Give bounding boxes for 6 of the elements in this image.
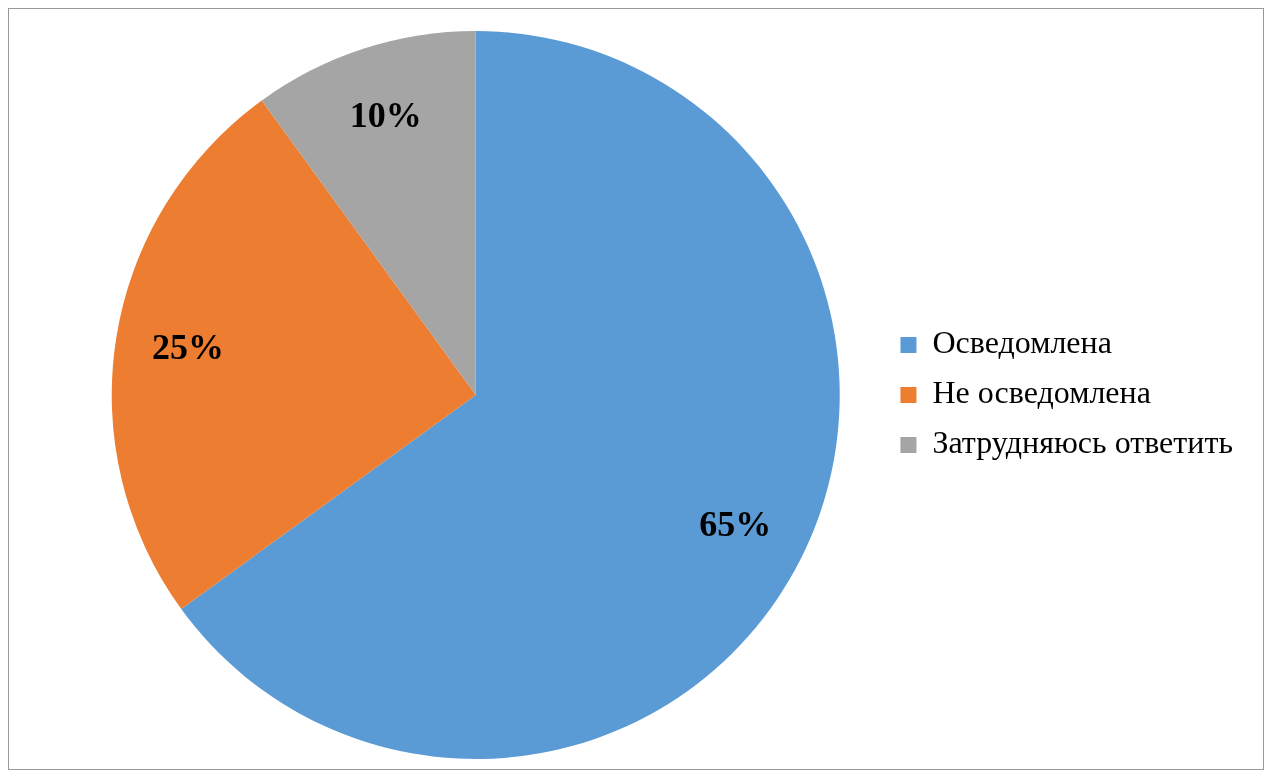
legend-label: Затрудняюсь ответить <box>932 424 1233 461</box>
data-label: 10% <box>349 95 422 136</box>
legend-label: Не осведомлена <box>932 374 1151 411</box>
data-label: 65% <box>699 504 772 545</box>
legend-label: Осведомлена <box>932 324 1112 361</box>
data-label: 25% <box>152 326 225 367</box>
